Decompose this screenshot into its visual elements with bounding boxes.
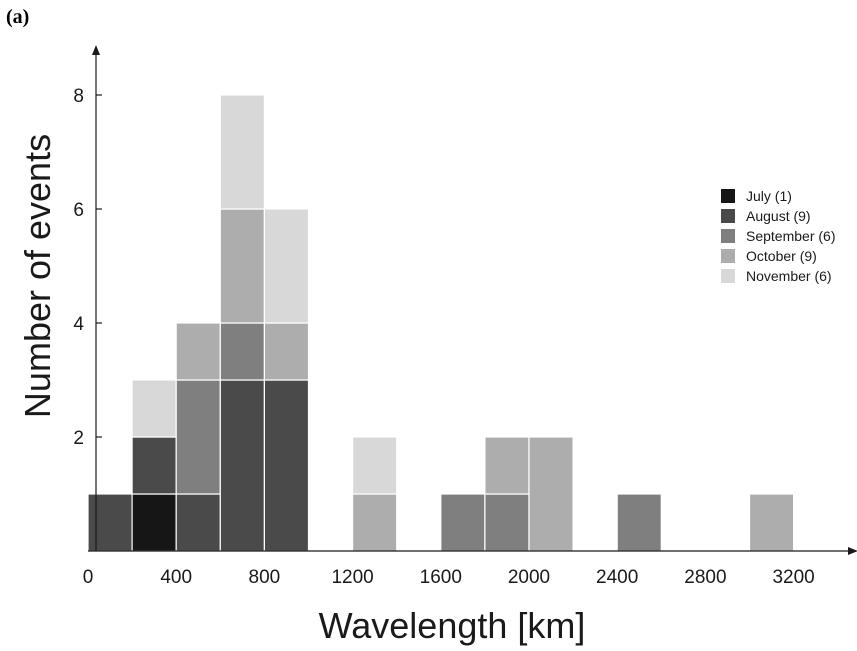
bar-segment-800-series-1 xyxy=(263,379,310,552)
x-tick-label-800: 800 xyxy=(249,567,281,588)
bar-segment-800-series-3 xyxy=(263,322,310,381)
x-tick-label-2000: 2000 xyxy=(508,567,550,588)
x-tick-label-2800: 2800 xyxy=(684,567,726,588)
legend-swatch-4 xyxy=(721,269,735,283)
bar-segment-3000-series-3 xyxy=(748,493,795,552)
bar-segment-400-series-2 xyxy=(175,379,221,495)
x-tick-label-2400: 2400 xyxy=(596,567,638,588)
bar-segment-800-series-4 xyxy=(263,208,310,324)
bar-segment-200-series-4 xyxy=(131,379,177,438)
legend-swatch-2 xyxy=(721,229,735,243)
y-tick-label-2: 2 xyxy=(73,428,84,449)
legend-label-4: November (6) xyxy=(746,268,832,284)
bar-segment-600-series-4 xyxy=(219,94,266,210)
x-tick-label-1200: 1200 xyxy=(331,567,373,588)
bar-segment-600-series-2 xyxy=(219,322,266,381)
legend-label-0: July (1) xyxy=(746,188,792,204)
bar-segment-1800-series-2 xyxy=(484,493,530,552)
legend-label-2: September (6) xyxy=(746,228,835,244)
legend: July (1) August (9) September (6) October (… xyxy=(721,188,835,284)
bar-segment-400-series-3 xyxy=(175,322,221,381)
axes-group xyxy=(88,45,857,555)
x-tick-label-1600: 1600 xyxy=(420,567,462,588)
legend-swatch-3 xyxy=(721,249,735,263)
bar-segment-1200-series-4 xyxy=(352,436,398,495)
x-tick-label-400: 400 xyxy=(160,567,192,588)
x-axis-arrow xyxy=(848,547,857,555)
bar-segment-0-series-1 xyxy=(87,493,133,552)
bars-group xyxy=(87,94,795,552)
legend-swatch-1 xyxy=(721,209,735,223)
y-tick-label-6: 6 xyxy=(73,200,84,221)
legend-swatch-0 xyxy=(721,189,735,203)
bar-segment-1800-series-3 xyxy=(484,436,530,495)
bar-segment-1200-series-3 xyxy=(352,493,398,552)
legend-label-3: October (9) xyxy=(746,248,817,264)
bar-segment-600-series-3 xyxy=(219,208,266,324)
x-tick-label-3200: 3200 xyxy=(772,567,814,588)
bar-segment-2400-series-2 xyxy=(616,493,662,552)
y-axis-title: Number of events xyxy=(17,134,58,418)
y-axis-arrow xyxy=(92,45,100,55)
y-tick-label-4: 4 xyxy=(73,314,84,335)
y-tick-label-8: 8 xyxy=(73,86,84,107)
bar-segment-200-series-1 xyxy=(131,436,177,495)
bar-segment-600-series-1 xyxy=(219,379,266,552)
legend-label-1: August (9) xyxy=(746,208,811,224)
x-tick-label-0: 0 xyxy=(83,567,94,588)
panel-label: (a) xyxy=(6,6,30,28)
y-ticks-group: 2 4 6 8 xyxy=(73,86,102,449)
x-ticks-group: 0 400 800 1200 1600 2000 2400 2800 3200 xyxy=(83,567,815,588)
bar-segment-400-series-1 xyxy=(175,493,221,552)
bar-segment-2000-series-3 xyxy=(528,436,574,552)
bar-segment-200-series-0 xyxy=(131,493,177,552)
x-axis-title: Wavelength [km] xyxy=(319,605,586,646)
bar-segment-1600-series-2 xyxy=(440,493,486,552)
